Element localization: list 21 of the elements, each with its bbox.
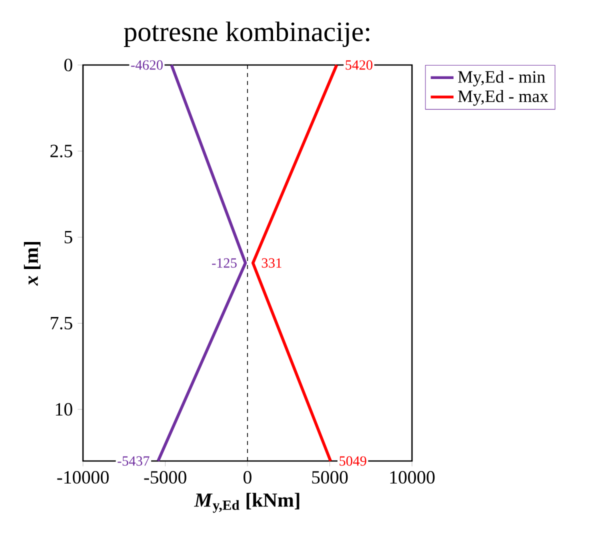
x-tick-label: 5000 (312, 471, 348, 484)
x-tick-label: -5000 (144, 471, 186, 484)
x-tick-label: 10000 (390, 471, 435, 484)
data-label: -125 (212, 258, 237, 268)
x-axis-title: M$_{y,Ed}$ [kNm] (194, 492, 300, 513)
data-label: -5437 (118, 456, 150, 466)
chart-title: potresne kombinacije: (124, 22, 370, 47)
y-tick-label: 7.5 (50, 317, 72, 330)
y-tick-label: 0 (64, 58, 72, 72)
legend-label: My,Ed - max (458, 90, 548, 106)
y-tick-label: 5 (64, 230, 72, 244)
y-tick-label: 10 (56, 403, 72, 416)
data-label: 5420 (346, 60, 372, 70)
y-tick-label: 2.5 (50, 144, 72, 158)
y-axis-title: x [m] (24, 242, 40, 286)
data-label: 5049 (340, 456, 366, 466)
x-tick-label: 0 (244, 471, 252, 484)
data-label: 331 (262, 258, 282, 268)
legend-label: My,Ed - min (458, 70, 546, 86)
x-tick-label: -10000 (57, 471, 109, 484)
data-label: -4620 (131, 60, 163, 70)
